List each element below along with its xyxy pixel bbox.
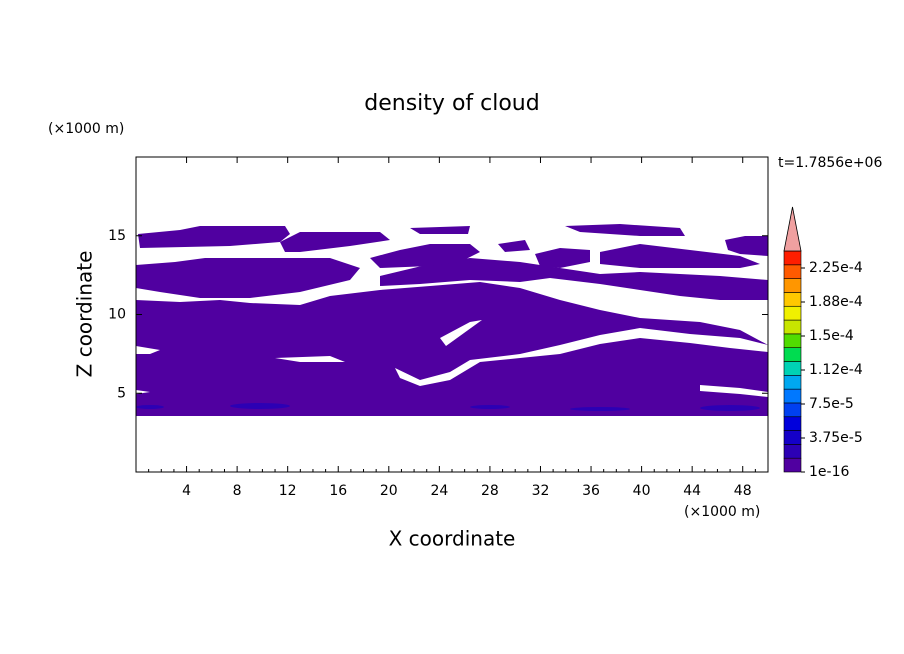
colorbar-label: 1.88e-4 [809,294,863,310]
colorbar-label: 7.5e-5 [809,396,854,412]
colorbar-box [783,444,802,459]
colorbar-label: 1e-16 [809,464,849,480]
colorbar-box [783,264,802,279]
colorbar-label: 1.5e-4 [809,328,854,344]
colorbar-box [783,457,802,473]
x-tick-label: 32 [532,483,550,499]
cloud-core [470,405,510,409]
x-tick-label: 28 [481,483,499,499]
colorbar-box [783,361,802,376]
cloud-region [370,244,480,268]
cloud-gap [395,328,768,386]
x-tick-label: 20 [380,483,398,499]
colorbar-box [783,375,802,390]
colorbar-box [783,319,802,335]
cloud-region [498,240,530,252]
y-axis-label: Z coordinate [73,251,97,378]
cloud-region [535,248,590,268]
colorbar-box [783,250,802,266]
cloud-core [570,407,630,411]
x-tick-label: 48 [734,483,752,499]
cloud-region [600,244,760,268]
cloud-core [230,403,290,409]
colorbar-box [783,347,802,362]
cloud-core [136,405,164,409]
colorbar-box [783,416,802,431]
colorbar-box [783,402,802,418]
cloud-region [138,226,290,248]
cloud-gap [275,356,345,362]
colorbar-label: 2.25e-4 [809,260,863,276]
colorbar-box [783,430,802,445]
time-annotation: t=1.7856e+06 [778,155,882,171]
colorbar-box [783,388,802,404]
cloud-region [485,262,525,270]
cloud-gap [440,320,482,346]
x-tick-label: 12 [279,483,297,499]
x-tick-label: 40 [633,483,651,499]
x-unit: (×1000 m) [684,504,760,520]
colorbar-extend [783,206,802,252]
x-tick-label: 36 [582,483,600,499]
cloud-gap [700,385,768,397]
y-tick-label: 10 [108,307,126,323]
x-tick-label: 16 [329,483,347,499]
x-tick-label: 4 [182,483,191,499]
y-tick-label: 5 [117,385,126,401]
cloud-region [410,226,470,234]
colorbar-box [783,278,802,293]
cloud-region [565,224,685,236]
colorbar-label: 1.12e-4 [809,362,863,378]
cloud-region [380,258,768,300]
y-unit: (×1000 m) [48,121,124,137]
y-tick-label: 15 [108,228,126,244]
x-tick-label: 24 [430,483,448,499]
cloud-region [280,232,390,252]
colorbar-box [783,292,802,307]
cloud-core [700,405,760,411]
cloud-region [136,258,360,298]
colorbar-box [783,305,802,321]
cloud-region [136,282,768,416]
cloud-region [725,236,768,256]
colorbar-box [783,333,802,348]
x-tick-label: 44 [683,483,701,499]
x-axis-label: X coordinate [389,527,516,551]
colorbar-label: 3.75e-5 [809,430,863,446]
x-tick-label: 8 [233,483,242,499]
chart-title: density of cloud [364,91,539,116]
cloud-gap [136,346,160,354]
cloud-field [136,224,768,416]
